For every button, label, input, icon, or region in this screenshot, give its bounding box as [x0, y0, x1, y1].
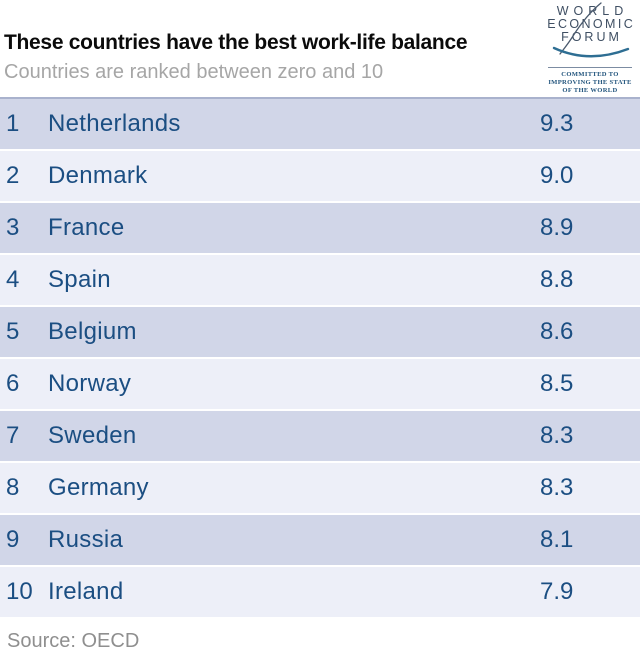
rank-cell: 7 — [6, 422, 20, 449]
score-cell: 8.3 — [540, 422, 574, 449]
wef-logo-word-forum: FORUM — [561, 30, 622, 44]
wef-tagline-line2: IMPROVING THE STATE — [548, 78, 632, 86]
rank-cell: 3 — [6, 214, 20, 241]
wef-tagline: COMMITTED TO IMPROVING THE STATE OF THE … — [540, 71, 640, 94]
country-cell: Belgium — [48, 318, 137, 345]
rank-cell: 5 — [6, 318, 20, 345]
table-row: 8 Germany 8.3 — [0, 463, 640, 515]
score-cell: 7.9 — [540, 578, 574, 605]
country-cell: Sweden — [48, 422, 137, 449]
country-cell: Netherlands — [48, 110, 181, 137]
table-row: 1 Netherlands 9.3 — [0, 99, 640, 151]
table-row: 2 Denmark 9.0 — [0, 151, 640, 203]
country-cell: Ireland — [48, 578, 124, 605]
rank-cell: 4 — [6, 266, 20, 293]
table-row: 7 Sweden 8.3 — [0, 411, 640, 463]
score-cell: 8.3 — [540, 474, 574, 501]
page-title: These countries have the best work-life … — [4, 31, 468, 54]
source-note: Source: OECD — [7, 630, 140, 652]
score-cell: 9.3 — [540, 110, 574, 137]
table-row: 3 France 8.9 — [0, 203, 640, 255]
score-cell: 8.6 — [540, 318, 574, 345]
wef-tagline-line1: COMMITTED TO — [561, 71, 619, 78]
rank-cell: 2 — [6, 162, 20, 189]
table-row: 4 Spain 8.8 — [0, 255, 640, 307]
wef-tagline-line3: OF THE WORLD — [562, 86, 618, 94]
rank-cell: 1 — [6, 110, 20, 137]
score-cell: 8.8 — [540, 266, 574, 293]
score-cell: 8.5 — [540, 370, 574, 397]
rank-cell: 8 — [6, 474, 20, 501]
country-cell: Norway — [48, 370, 132, 397]
logo-divider — [548, 67, 632, 68]
table-row: 10 Ireland 7.9 — [0, 567, 640, 619]
score-cell: 8.9 — [540, 214, 574, 241]
country-cell: Spain — [48, 266, 111, 293]
score-cell: 8.1 — [540, 526, 574, 553]
table-row: 5 Belgium 8.6 — [0, 307, 640, 359]
country-cell: France — [48, 214, 125, 241]
page-subtitle: Countries are ranked between zero and 10 — [4, 61, 384, 83]
ranking-table: 1 Netherlands 9.3 2 Denmark 9.0 3 France… — [0, 97, 640, 619]
rank-cell: 9 — [6, 526, 20, 553]
wef-logo: WORLD ECONOMIC FORUM COMMITTED TO IMPROV… — [544, 2, 636, 97]
country-cell: Denmark — [48, 162, 148, 189]
rank-cell: 6 — [6, 370, 20, 397]
table-row: 6 Norway 8.5 — [0, 359, 640, 411]
country-cell: Russia — [48, 526, 124, 553]
score-cell: 9.0 — [540, 162, 574, 189]
table-row: 9 Russia 8.1 — [0, 515, 640, 567]
country-cell: Germany — [48, 474, 149, 501]
rank-cell: 10 — [6, 578, 33, 605]
